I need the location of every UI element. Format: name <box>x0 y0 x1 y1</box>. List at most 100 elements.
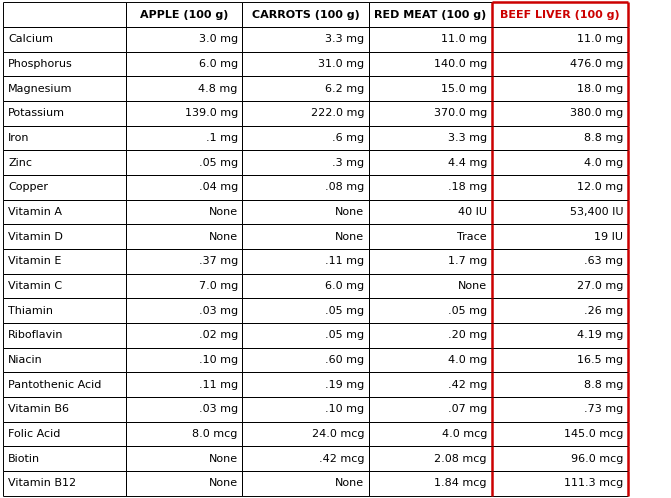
Bar <box>492 471 628 496</box>
Bar <box>369 27 492 52</box>
Text: 16.5 mg: 16.5 mg <box>577 355 623 365</box>
Bar <box>492 274 628 298</box>
Bar <box>492 2 628 27</box>
Bar <box>369 421 492 446</box>
Text: None: None <box>335 207 364 217</box>
Text: .08 mg: .08 mg <box>325 182 364 192</box>
Bar <box>492 397 628 421</box>
Bar <box>242 421 369 446</box>
Text: None: None <box>209 454 238 464</box>
Bar <box>3 249 126 274</box>
Bar <box>369 150 492 175</box>
Text: 8.8 mg: 8.8 mg <box>584 379 623 389</box>
Bar <box>126 446 242 471</box>
Text: 1.84 mcg: 1.84 mcg <box>434 478 487 488</box>
Bar <box>126 150 242 175</box>
Bar <box>126 52 242 76</box>
Text: 4.0 mcg: 4.0 mcg <box>442 429 487 439</box>
Text: 40 IU: 40 IU <box>458 207 487 217</box>
Bar <box>369 373 492 397</box>
Bar <box>126 125 242 150</box>
Text: Riboflavin: Riboflavin <box>8 330 64 340</box>
Text: Calcium: Calcium <box>8 34 53 44</box>
Text: 4.0 mg: 4.0 mg <box>584 158 623 168</box>
Bar <box>126 421 242 446</box>
Text: .05 mg: .05 mg <box>325 306 364 316</box>
Bar <box>3 397 126 421</box>
Text: None: None <box>335 478 364 488</box>
Bar <box>242 274 369 298</box>
Bar <box>3 125 126 150</box>
Bar <box>3 421 126 446</box>
Bar <box>492 373 628 397</box>
Bar <box>242 27 369 52</box>
Text: 1.7 mg: 1.7 mg <box>448 256 487 266</box>
Text: Vitamin D: Vitamin D <box>8 232 63 242</box>
Bar <box>242 150 369 175</box>
Bar <box>3 27 126 52</box>
Text: .73 mg: .73 mg <box>584 404 623 414</box>
Text: .26 mg: .26 mg <box>584 306 623 316</box>
Text: .03 mg: .03 mg <box>199 306 238 316</box>
Text: 3.0 mg: 3.0 mg <box>199 34 238 44</box>
Text: .11 mg: .11 mg <box>199 379 238 389</box>
Bar <box>492 52 628 76</box>
Text: Potassium: Potassium <box>8 109 65 119</box>
Bar <box>126 323 242 348</box>
Text: .11 mg: .11 mg <box>325 256 364 266</box>
Bar <box>3 101 126 125</box>
Text: Thiamin: Thiamin <box>8 306 53 316</box>
Bar <box>3 175 126 200</box>
Bar <box>126 298 242 323</box>
Bar <box>3 150 126 175</box>
Bar <box>126 249 242 274</box>
Text: 15.0 mg: 15.0 mg <box>441 84 487 94</box>
Text: BEEF LIVER (100 g): BEEF LIVER (100 g) <box>500 10 619 20</box>
Text: .05 mg: .05 mg <box>448 306 487 316</box>
Text: 12.0 mg: 12.0 mg <box>577 182 623 192</box>
Text: .10 mg: .10 mg <box>199 355 238 365</box>
Bar <box>492 298 628 323</box>
Bar <box>3 323 126 348</box>
Bar <box>492 446 628 471</box>
Bar <box>492 348 628 373</box>
Bar <box>242 200 369 224</box>
Bar <box>369 397 492 421</box>
Bar <box>369 249 492 274</box>
Bar <box>3 298 126 323</box>
Text: .04 mg: .04 mg <box>199 182 238 192</box>
Text: RED MEAT (100 g): RED MEAT (100 g) <box>374 10 486 20</box>
Bar <box>126 274 242 298</box>
Bar <box>3 2 126 27</box>
Text: None: None <box>209 207 238 217</box>
Text: Vitamin E: Vitamin E <box>8 256 62 266</box>
Text: Vitamin C: Vitamin C <box>8 281 62 291</box>
Text: 31.0 mg: 31.0 mg <box>318 59 364 69</box>
Bar <box>492 77 628 101</box>
Text: .02 mg: .02 mg <box>199 330 238 340</box>
Bar <box>126 77 242 101</box>
Text: .42 mg: .42 mg <box>448 379 487 389</box>
Text: Magnesium: Magnesium <box>8 84 72 94</box>
Text: .10 mg: .10 mg <box>325 404 364 414</box>
Bar <box>369 2 492 27</box>
Bar <box>369 298 492 323</box>
Bar <box>242 125 369 150</box>
Text: .1 mg: .1 mg <box>206 133 238 143</box>
Text: .18 mg: .18 mg <box>448 182 487 192</box>
Bar <box>369 348 492 373</box>
Text: Iron: Iron <box>8 133 30 143</box>
Text: 3.3 mg: 3.3 mg <box>325 34 364 44</box>
Text: .42 mcg: .42 mcg <box>319 454 364 464</box>
Text: Vitamin B12: Vitamin B12 <box>8 478 76 488</box>
Text: CARROTS (100 g): CARROTS (100 g) <box>252 10 360 20</box>
Text: None: None <box>458 281 487 291</box>
Text: 4.4 mg: 4.4 mg <box>448 158 487 168</box>
Text: Pantothenic Acid: Pantothenic Acid <box>8 379 101 389</box>
Text: 6.0 mg: 6.0 mg <box>325 281 364 291</box>
Bar <box>492 224 628 249</box>
Bar <box>242 224 369 249</box>
Text: 222.0 mg: 222.0 mg <box>311 109 364 119</box>
Bar <box>369 323 492 348</box>
Text: Vitamin B6: Vitamin B6 <box>8 404 69 414</box>
